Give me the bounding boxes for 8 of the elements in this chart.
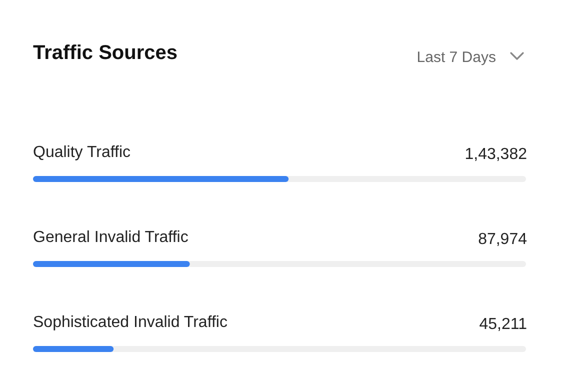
chart-title: Traffic Sources	[33, 42, 178, 64]
data-label: 1,43,382	[464, 146, 528, 163]
y-tick-label: Sophisticated Invalid Traffic	[33, 314, 228, 331]
y-tick-label: Quality Traffic	[33, 144, 131, 161]
y-tick-label: General Invalid Traffic	[33, 229, 188, 246]
data-label: 45,211	[479, 316, 528, 333]
text: Last 7 Days	[416, 49, 496, 66]
data-label: 87,974	[478, 231, 528, 248]
